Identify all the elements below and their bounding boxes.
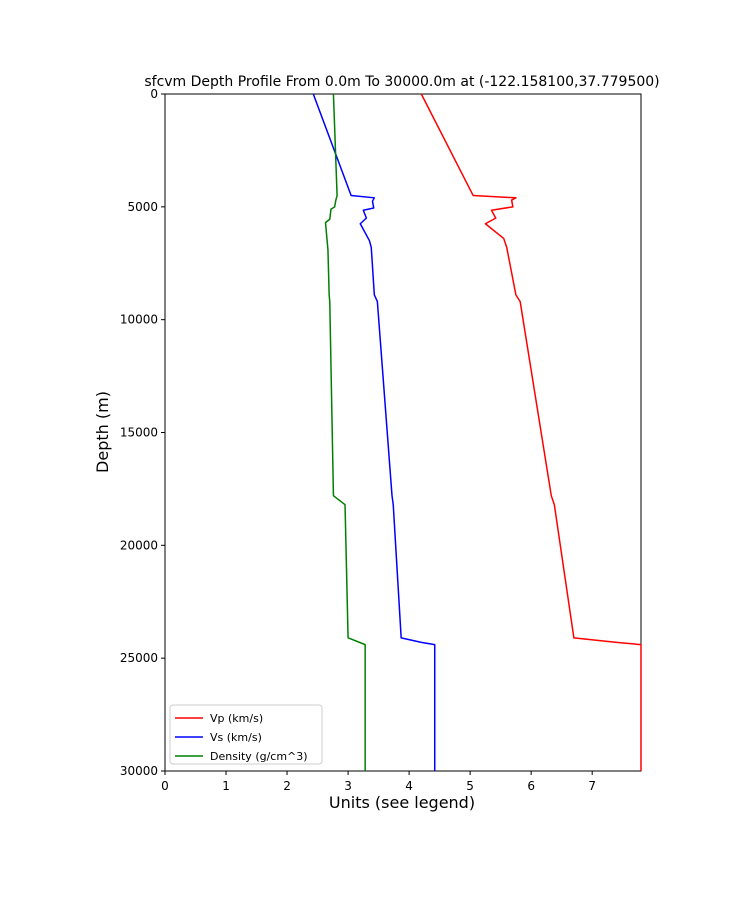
legend-label-density: Density (g/cm^3): [210, 750, 308, 763]
y-tick-label: 30000: [120, 764, 158, 778]
legend-label-vp: Vp (km/s): [210, 712, 263, 725]
y-axis-label: Depth (m): [93, 391, 112, 473]
series-line-density: [324, 93, 366, 771]
x-tick-label: 6: [527, 779, 535, 793]
y-tick-label: 25000: [120, 651, 158, 665]
series-line-vs: [312, 93, 436, 771]
x-axis-label: Units (see legend): [329, 793, 475, 812]
legend-box: [169, 704, 323, 765]
series-line-vp: [420, 93, 642, 771]
y-tick-label: 15000: [120, 426, 158, 440]
x-tick-label: 7: [588, 779, 596, 793]
x-axis-ticks: 0 1 2 3 4 5 6 7: [161, 771, 596, 793]
x-tick-label: 5: [466, 779, 474, 793]
chart-title: sfcvm Depth Profile From 0.0m To 30000.0…: [144, 74, 659, 90]
x-tick-label: 3: [344, 779, 352, 793]
y-tick-label: 20000: [120, 538, 158, 552]
y-tick-label: 0: [150, 87, 158, 101]
x-tick-label: 4: [405, 779, 413, 793]
y-axis-ticks: 0 5000 10000 15000 20000 25000 30000: [120, 87, 165, 778]
y-tick-label: 10000: [120, 313, 158, 327]
legend-label-vs: Vs (km/s): [210, 731, 262, 744]
x-tick-label: 0: [161, 779, 169, 793]
legend: Vp (km/s) Vs (km/s) Density (g/cm^3): [169, 704, 323, 765]
series-layer: [312, 93, 642, 771]
x-tick-label: 2: [283, 779, 291, 793]
y-tick-label: 5000: [127, 200, 158, 214]
x-tick-label: 1: [222, 779, 230, 793]
